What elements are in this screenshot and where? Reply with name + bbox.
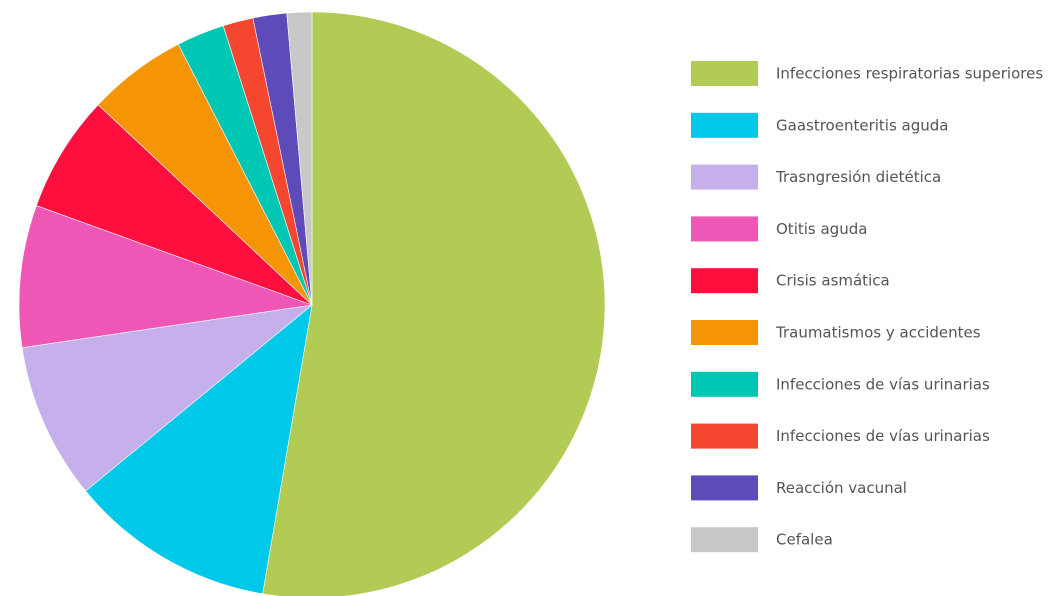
legend-label-7: Infecciones de vías urinarias xyxy=(776,375,990,393)
legend-swatch-1 xyxy=(691,61,758,86)
pie-slice-3 xyxy=(21,304,314,492)
legend-swatch-3 xyxy=(691,164,758,190)
legend-item-10: Cefalea xyxy=(691,527,833,553)
legend-item-6: Traumatismos y accidentes xyxy=(691,320,981,345)
legend-swatch-2 xyxy=(691,112,758,138)
legend-label-5: Crisis asmática xyxy=(776,272,890,290)
legend-swatch-8 xyxy=(691,423,758,449)
legend-label-4: Otitis aguda xyxy=(776,220,867,238)
pie-slice-5 xyxy=(35,104,313,306)
legend-label-9: Reacción vacunal xyxy=(776,479,907,497)
legend-swatch-4 xyxy=(691,216,758,242)
legend-label-3: Trasngresión dietética xyxy=(775,168,941,186)
legend-item-9: Reacción vacunal xyxy=(691,475,907,501)
legend-label-6: Traumatismos y accidentes xyxy=(775,324,981,342)
legend-item-8: Infecciones de vías urinarias xyxy=(691,423,990,449)
legend-label-1: Infecciones respiratorias superiores xyxy=(776,65,1043,83)
legend-item-2: Gaastroenteritis aguda xyxy=(691,112,948,138)
legend-item-3: Trasngresión dietética xyxy=(691,164,941,190)
legend-swatch-6 xyxy=(691,320,758,345)
pie-slice-2 xyxy=(85,304,313,595)
legend-item-5: Crisis asmática xyxy=(691,268,890,294)
legend-swatch-10 xyxy=(691,527,758,553)
legend-swatch-5 xyxy=(691,268,758,294)
pie-slice-10 xyxy=(286,11,313,306)
legend-swatch-9 xyxy=(691,475,758,501)
legend: Infecciones respiratorias superiores Gaas… xyxy=(691,61,1043,553)
pie-slices xyxy=(18,11,606,596)
legend-label-8: Infecciones de vías urinarias xyxy=(776,427,990,445)
pie-slice-4 xyxy=(18,205,313,349)
legend-swatch-7 xyxy=(691,371,758,397)
legend-item-4: Otitis aguda xyxy=(691,216,867,242)
legend-item-1: Infecciones respiratorias superiores xyxy=(691,61,1043,86)
legend-label-2: Gaastroenteritis aguda xyxy=(776,116,948,134)
legend-item-7: Infecciones de vías urinarias xyxy=(691,371,990,397)
pie-slice-1 xyxy=(262,11,606,596)
legend-label-10: Cefalea xyxy=(776,531,833,549)
